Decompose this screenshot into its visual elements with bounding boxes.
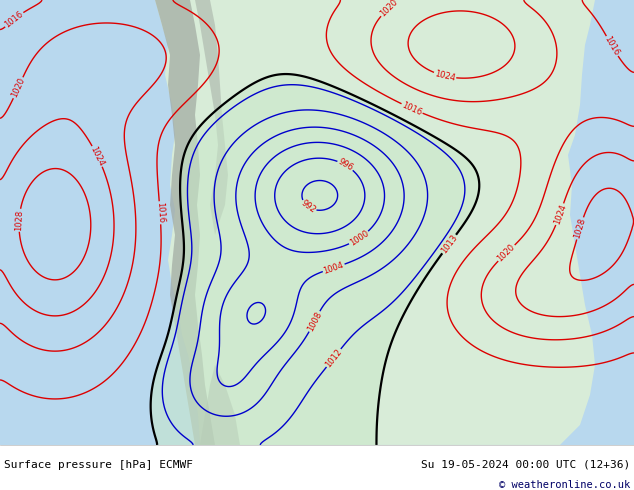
- Text: 1020: 1020: [10, 76, 27, 99]
- Text: 1016: 1016: [155, 202, 165, 223]
- Text: © weatheronline.co.uk: © weatheronline.co.uk: [499, 480, 630, 490]
- Text: 992: 992: [299, 198, 317, 215]
- Text: 1013: 1013: [439, 233, 459, 255]
- Text: 1016: 1016: [3, 9, 25, 29]
- Text: Su 19-05-2024 00:00 UTC (12+36): Su 19-05-2024 00:00 UTC (12+36): [421, 460, 630, 470]
- Text: 1028: 1028: [14, 209, 24, 231]
- Text: 1008: 1008: [306, 310, 323, 333]
- Text: 996: 996: [337, 157, 354, 173]
- Text: 1024: 1024: [434, 69, 456, 83]
- Polygon shape: [155, 0, 595, 445]
- Text: 1016: 1016: [401, 100, 424, 117]
- Text: 1024: 1024: [89, 145, 106, 168]
- Polygon shape: [200, 365, 240, 445]
- Text: 1016: 1016: [603, 35, 621, 57]
- Text: 1000: 1000: [348, 229, 370, 248]
- Text: 1020: 1020: [496, 243, 517, 264]
- Text: Surface pressure [hPa] ECMWF: Surface pressure [hPa] ECMWF: [4, 460, 193, 470]
- Text: 1024: 1024: [552, 203, 567, 226]
- Polygon shape: [195, 0, 228, 235]
- Text: 1012: 1012: [323, 347, 344, 369]
- Text: 1020: 1020: [378, 0, 400, 19]
- Polygon shape: [155, 0, 215, 445]
- Text: 1004: 1004: [322, 260, 345, 275]
- Text: 1028: 1028: [573, 217, 587, 240]
